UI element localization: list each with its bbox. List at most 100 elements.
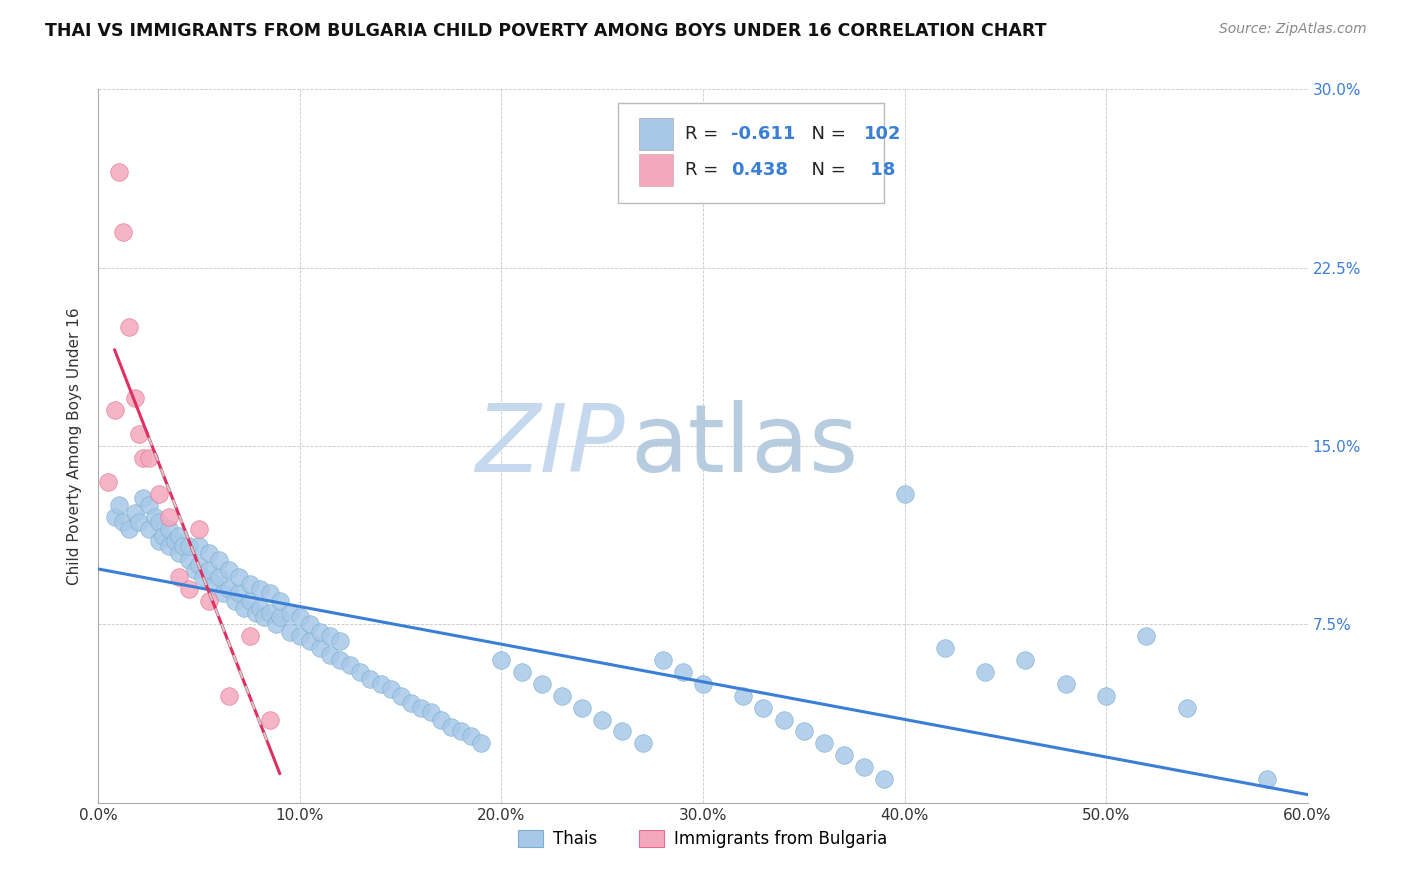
Text: 102: 102 [863, 125, 901, 143]
Point [832, 748, 855, 763]
Point [172, 539, 194, 553]
Point [793, 724, 815, 739]
Point [218, 582, 240, 596]
Point [420, 706, 443, 720]
Point [128, 515, 150, 529]
Point [853, 760, 876, 774]
Point [163, 534, 186, 549]
Point [259, 713, 281, 727]
Point [551, 689, 574, 703]
Point [239, 577, 262, 591]
Point [107, 165, 129, 179]
Point [118, 320, 141, 334]
Point [259, 586, 281, 600]
Point [288, 610, 311, 624]
Point [974, 665, 997, 679]
Point [253, 610, 276, 624]
Text: Source: ZipAtlas.com: Source: ZipAtlas.com [1219, 22, 1367, 37]
Point [339, 657, 361, 672]
Point [360, 672, 382, 686]
Point [430, 713, 453, 727]
Text: 0.438: 0.438 [731, 161, 787, 178]
Text: THAI VS IMMIGRANTS FROM BULGARIA CHILD POVERTY AMONG BOYS UNDER 16 CORRELATION C: THAI VS IMMIGRANTS FROM BULGARIA CHILD P… [45, 22, 1046, 40]
Point [309, 641, 332, 656]
Point [278, 606, 301, 620]
Point [208, 553, 231, 567]
Point [380, 681, 402, 696]
Point [1054, 677, 1077, 691]
Point [111, 515, 134, 529]
Point [218, 563, 240, 577]
Point [184, 563, 207, 577]
FancyBboxPatch shape [638, 153, 673, 186]
Point [198, 546, 221, 560]
Point [309, 624, 332, 639]
Point [138, 522, 160, 536]
Point [179, 553, 201, 567]
Point [157, 522, 180, 536]
Point [245, 606, 267, 620]
Point [188, 522, 211, 536]
Point [1095, 689, 1118, 703]
Point [232, 600, 254, 615]
Point [103, 403, 125, 417]
Point [299, 634, 322, 648]
Point [752, 700, 775, 714]
Point [288, 629, 311, 643]
Point [157, 539, 180, 553]
Point [228, 570, 250, 584]
Point [208, 570, 231, 584]
Point [239, 629, 262, 643]
Point [198, 563, 221, 577]
Point [692, 677, 714, 691]
Point [204, 577, 226, 591]
Point [319, 648, 342, 663]
Point [138, 499, 160, 513]
Point [278, 624, 301, 639]
Point [212, 586, 235, 600]
Point [224, 593, 246, 607]
Y-axis label: Child Poverty Among Boys Under 16: Child Poverty Among Boys Under 16 [67, 307, 83, 585]
Point [118, 522, 141, 536]
FancyBboxPatch shape [619, 103, 884, 203]
Point [299, 617, 322, 632]
Point [97, 475, 120, 489]
Point [157, 510, 180, 524]
Point [111, 225, 134, 239]
Point [329, 634, 352, 648]
Point [873, 772, 896, 786]
Point [893, 486, 915, 500]
Point [124, 392, 146, 406]
Text: atlas: atlas [630, 400, 859, 492]
Point [813, 736, 835, 750]
Point [148, 515, 170, 529]
Point [148, 486, 170, 500]
Point [530, 677, 553, 691]
Point [1256, 772, 1278, 786]
Point [934, 641, 956, 656]
Point [264, 617, 287, 632]
Point [124, 506, 146, 520]
Text: R =: R = [685, 161, 724, 178]
Point [259, 606, 281, 620]
Point [107, 499, 129, 513]
Point [138, 450, 160, 465]
Point [389, 689, 412, 703]
Point [179, 539, 201, 553]
Point [319, 629, 342, 643]
Text: 18: 18 [863, 161, 896, 178]
Point [249, 600, 271, 615]
Point [450, 724, 472, 739]
Point [132, 491, 155, 506]
Point [733, 689, 755, 703]
Point [631, 736, 654, 750]
Point [228, 586, 250, 600]
Point [143, 510, 166, 524]
Point [249, 582, 271, 596]
Point [370, 677, 392, 691]
Point [399, 696, 422, 710]
FancyBboxPatch shape [638, 118, 673, 150]
Point [591, 713, 613, 727]
Point [1175, 700, 1198, 714]
Point [491, 653, 513, 667]
